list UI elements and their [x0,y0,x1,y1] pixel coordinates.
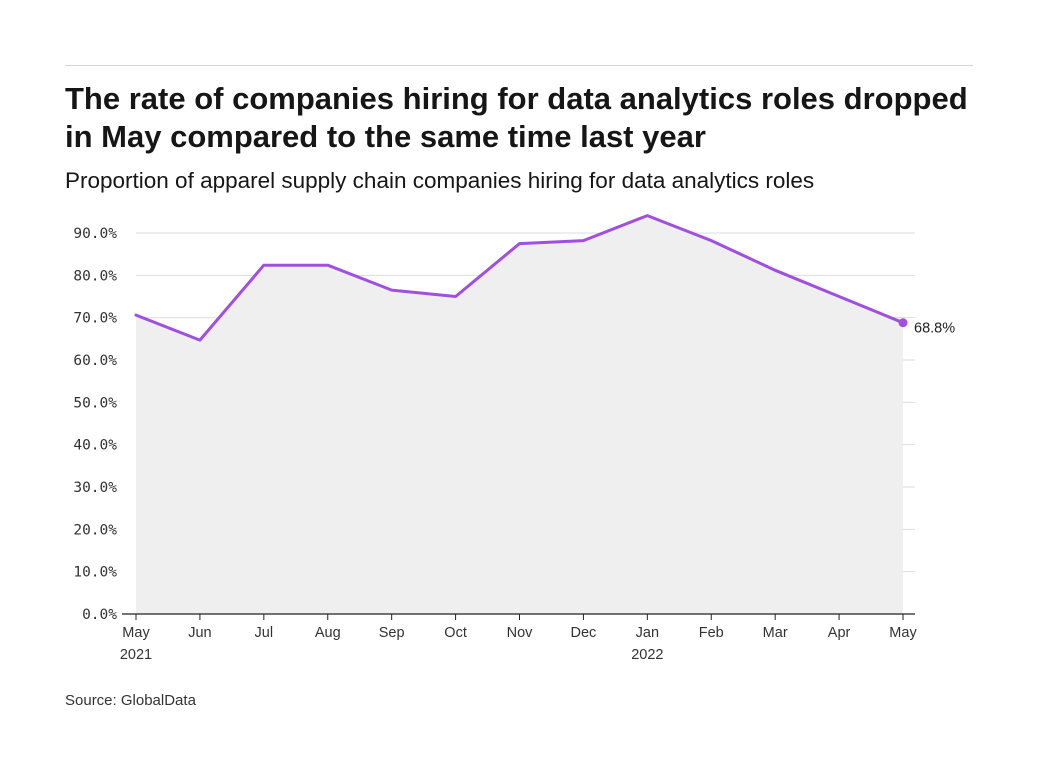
top-divider [65,65,973,66]
x-tick-label: Feb [699,625,724,641]
x-tick-label: May [122,625,150,641]
y-tick-label: 90.0% [73,226,117,242]
area-fill [136,215,903,614]
y-tick-label: 70.0% [73,311,117,327]
x-tick-year-label: 2021 [120,647,152,663]
x-tick-label: Jun [188,625,211,641]
series-line [134,214,905,342]
y-tick-label: 0.0% [82,607,117,623]
x-tick-label: Jan [636,625,659,641]
y-tick-label: 50.0% [73,395,117,411]
x-tick-label: Dec [571,625,597,641]
x-tick-label: Jul [255,625,274,641]
chart-subtitle: Proportion of apparel supply chain compa… [65,168,815,193]
x-axis-ticks: May 2021 Jun Jul Aug Sep Oct Nov Dec Jan 2022 Feb Ma… [120,614,917,663]
source-note: Source: GlobalData [65,692,196,709]
y-tick-label: 80.0% [73,268,117,284]
y-tick-label: 30.0% [73,480,117,496]
x-tick-label: May [889,625,917,641]
x-tick-label: Mar [763,625,788,641]
y-tick-label: 20.0% [73,522,117,538]
x-tick-label: Oct [444,625,467,641]
x-tick-label: Aug [315,625,341,641]
y-axis-ticks: 0.0% 10.0% 20.0% 30.0% 40.0% 50.0% 60.0% 70.0% 8… [73,226,117,623]
y-tick-label: 40.0% [73,438,117,454]
end-value-label: 68.8% [914,321,955,337]
chart-title: The rate of companies hiring for data an… [65,81,968,154]
end-point-marker [898,318,908,328]
y-tick-label: 60.0% [73,353,117,369]
x-tick-year-label: 2022 [631,647,663,663]
x-tick-label: Nov [507,625,534,641]
x-tick-label: Apr [828,625,851,641]
y-tick-label: 10.0% [73,565,117,581]
x-tick-label: Sep [379,625,405,641]
